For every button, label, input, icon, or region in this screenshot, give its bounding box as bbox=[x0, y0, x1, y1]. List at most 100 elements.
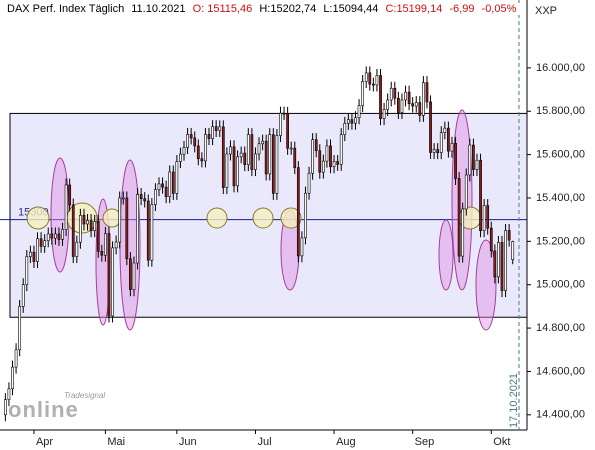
logo-small: Tradesignal bbox=[64, 391, 105, 400]
highlight-ellipse bbox=[451, 109, 473, 291]
candle-body bbox=[146, 200, 150, 261]
candle-body bbox=[243, 152, 247, 165]
candle-body bbox=[482, 205, 486, 232]
x-tick-label: Sep bbox=[415, 436, 435, 448]
y-tick-label: 15.400,00 bbox=[536, 192, 585, 204]
candle-body bbox=[182, 147, 186, 155]
candle-body bbox=[489, 227, 493, 252]
candle-body bbox=[61, 229, 64, 240]
candle-body bbox=[50, 233, 54, 239]
candle-body bbox=[475, 159, 479, 170]
candle-body bbox=[354, 117, 357, 124]
y-tick-label: 14.400,00 bbox=[536, 409, 585, 421]
candle-body bbox=[404, 91, 407, 101]
candle-body bbox=[339, 134, 343, 165]
candle-body bbox=[161, 183, 164, 188]
candle-body bbox=[422, 82, 425, 116]
candle-body bbox=[361, 81, 365, 106]
y-tick-label: 15.600,00 bbox=[536, 149, 585, 161]
candle-body bbox=[82, 215, 86, 225]
candle-body bbox=[279, 112, 282, 136]
candle-body bbox=[214, 126, 218, 131]
high: H:15202,74 bbox=[259, 3, 317, 15]
candle-body bbox=[139, 194, 143, 199]
candle-body bbox=[425, 82, 429, 103]
highlight-circle bbox=[66, 202, 98, 234]
candle-body bbox=[125, 197, 129, 259]
candle-body bbox=[54, 233, 57, 239]
candle-body bbox=[300, 237, 304, 257]
candle-body bbox=[296, 167, 300, 257]
candle-body bbox=[436, 149, 440, 153]
highlight-circle bbox=[280, 207, 302, 229]
candle-body bbox=[311, 139, 314, 174]
candle-body bbox=[254, 153, 257, 170]
candle-body bbox=[457, 178, 461, 257]
candle-body bbox=[468, 144, 472, 176]
close: C:15199,14 bbox=[385, 3, 443, 15]
date: 11.10.2021 bbox=[131, 3, 186, 15]
candle-body bbox=[93, 221, 97, 232]
candle-body bbox=[211, 126, 214, 139]
candle-body bbox=[329, 145, 332, 168]
candle-body bbox=[86, 220, 89, 225]
highlight-ellipse bbox=[475, 239, 497, 331]
candle-body bbox=[397, 97, 400, 113]
candle-body bbox=[168, 171, 172, 197]
candle-body bbox=[375, 75, 379, 86]
candle-body bbox=[250, 134, 254, 170]
candle-body bbox=[479, 159, 482, 232]
candle-body bbox=[346, 119, 350, 124]
candle-body bbox=[407, 91, 411, 104]
highlight-ellipse bbox=[438, 219, 454, 291]
open: O: 15115,46 bbox=[192, 3, 253, 15]
candle-body bbox=[511, 241, 515, 260]
candle-body bbox=[371, 83, 375, 86]
candle-body bbox=[207, 134, 211, 139]
candle-body bbox=[229, 146, 232, 155]
x-tick-label: Jul bbox=[257, 436, 271, 448]
y-tick-label: 15.200,00 bbox=[536, 235, 585, 247]
title: DAX Perf. Index Täglich bbox=[7, 3, 125, 15]
candle-body bbox=[382, 109, 386, 119]
candle-body bbox=[175, 161, 179, 194]
candle-body bbox=[218, 126, 222, 131]
candle-body bbox=[368, 72, 372, 85]
candle-body bbox=[393, 87, 397, 99]
candle-body bbox=[264, 140, 268, 175]
candle-body bbox=[268, 134, 272, 175]
candle-body bbox=[350, 119, 354, 124]
highlight-circle bbox=[252, 207, 274, 229]
candle-body bbox=[132, 262, 136, 291]
candle-body bbox=[504, 230, 507, 291]
x-tick-label: Jun bbox=[179, 436, 197, 448]
candle-body bbox=[118, 197, 122, 243]
candle-body bbox=[400, 99, 404, 113]
candle-body bbox=[486, 205, 490, 229]
candle-body bbox=[46, 233, 50, 241]
candle-body bbox=[43, 240, 47, 247]
candle-body bbox=[275, 135, 279, 194]
candle-body bbox=[36, 238, 39, 262]
candle-body bbox=[286, 113, 289, 149]
candle-body bbox=[68, 184, 72, 206]
candle-body bbox=[343, 123, 347, 135]
candle-body bbox=[111, 247, 114, 317]
candle-body bbox=[336, 161, 340, 165]
candle-body bbox=[246, 134, 250, 165]
candle-body bbox=[439, 132, 443, 153]
y-tick-label: 14.600,00 bbox=[536, 365, 585, 377]
candle-body bbox=[418, 102, 422, 116]
candle-body bbox=[271, 134, 275, 194]
candle-body bbox=[28, 251, 32, 257]
candle-body bbox=[321, 160, 325, 173]
candle-body bbox=[7, 388, 11, 400]
logo: online bbox=[8, 397, 79, 422]
candle-body bbox=[443, 127, 447, 134]
candle-body bbox=[14, 349, 18, 368]
candle-body bbox=[11, 366, 14, 390]
candle-body bbox=[318, 150, 322, 173]
x-tick-label: Apr bbox=[36, 436, 53, 448]
